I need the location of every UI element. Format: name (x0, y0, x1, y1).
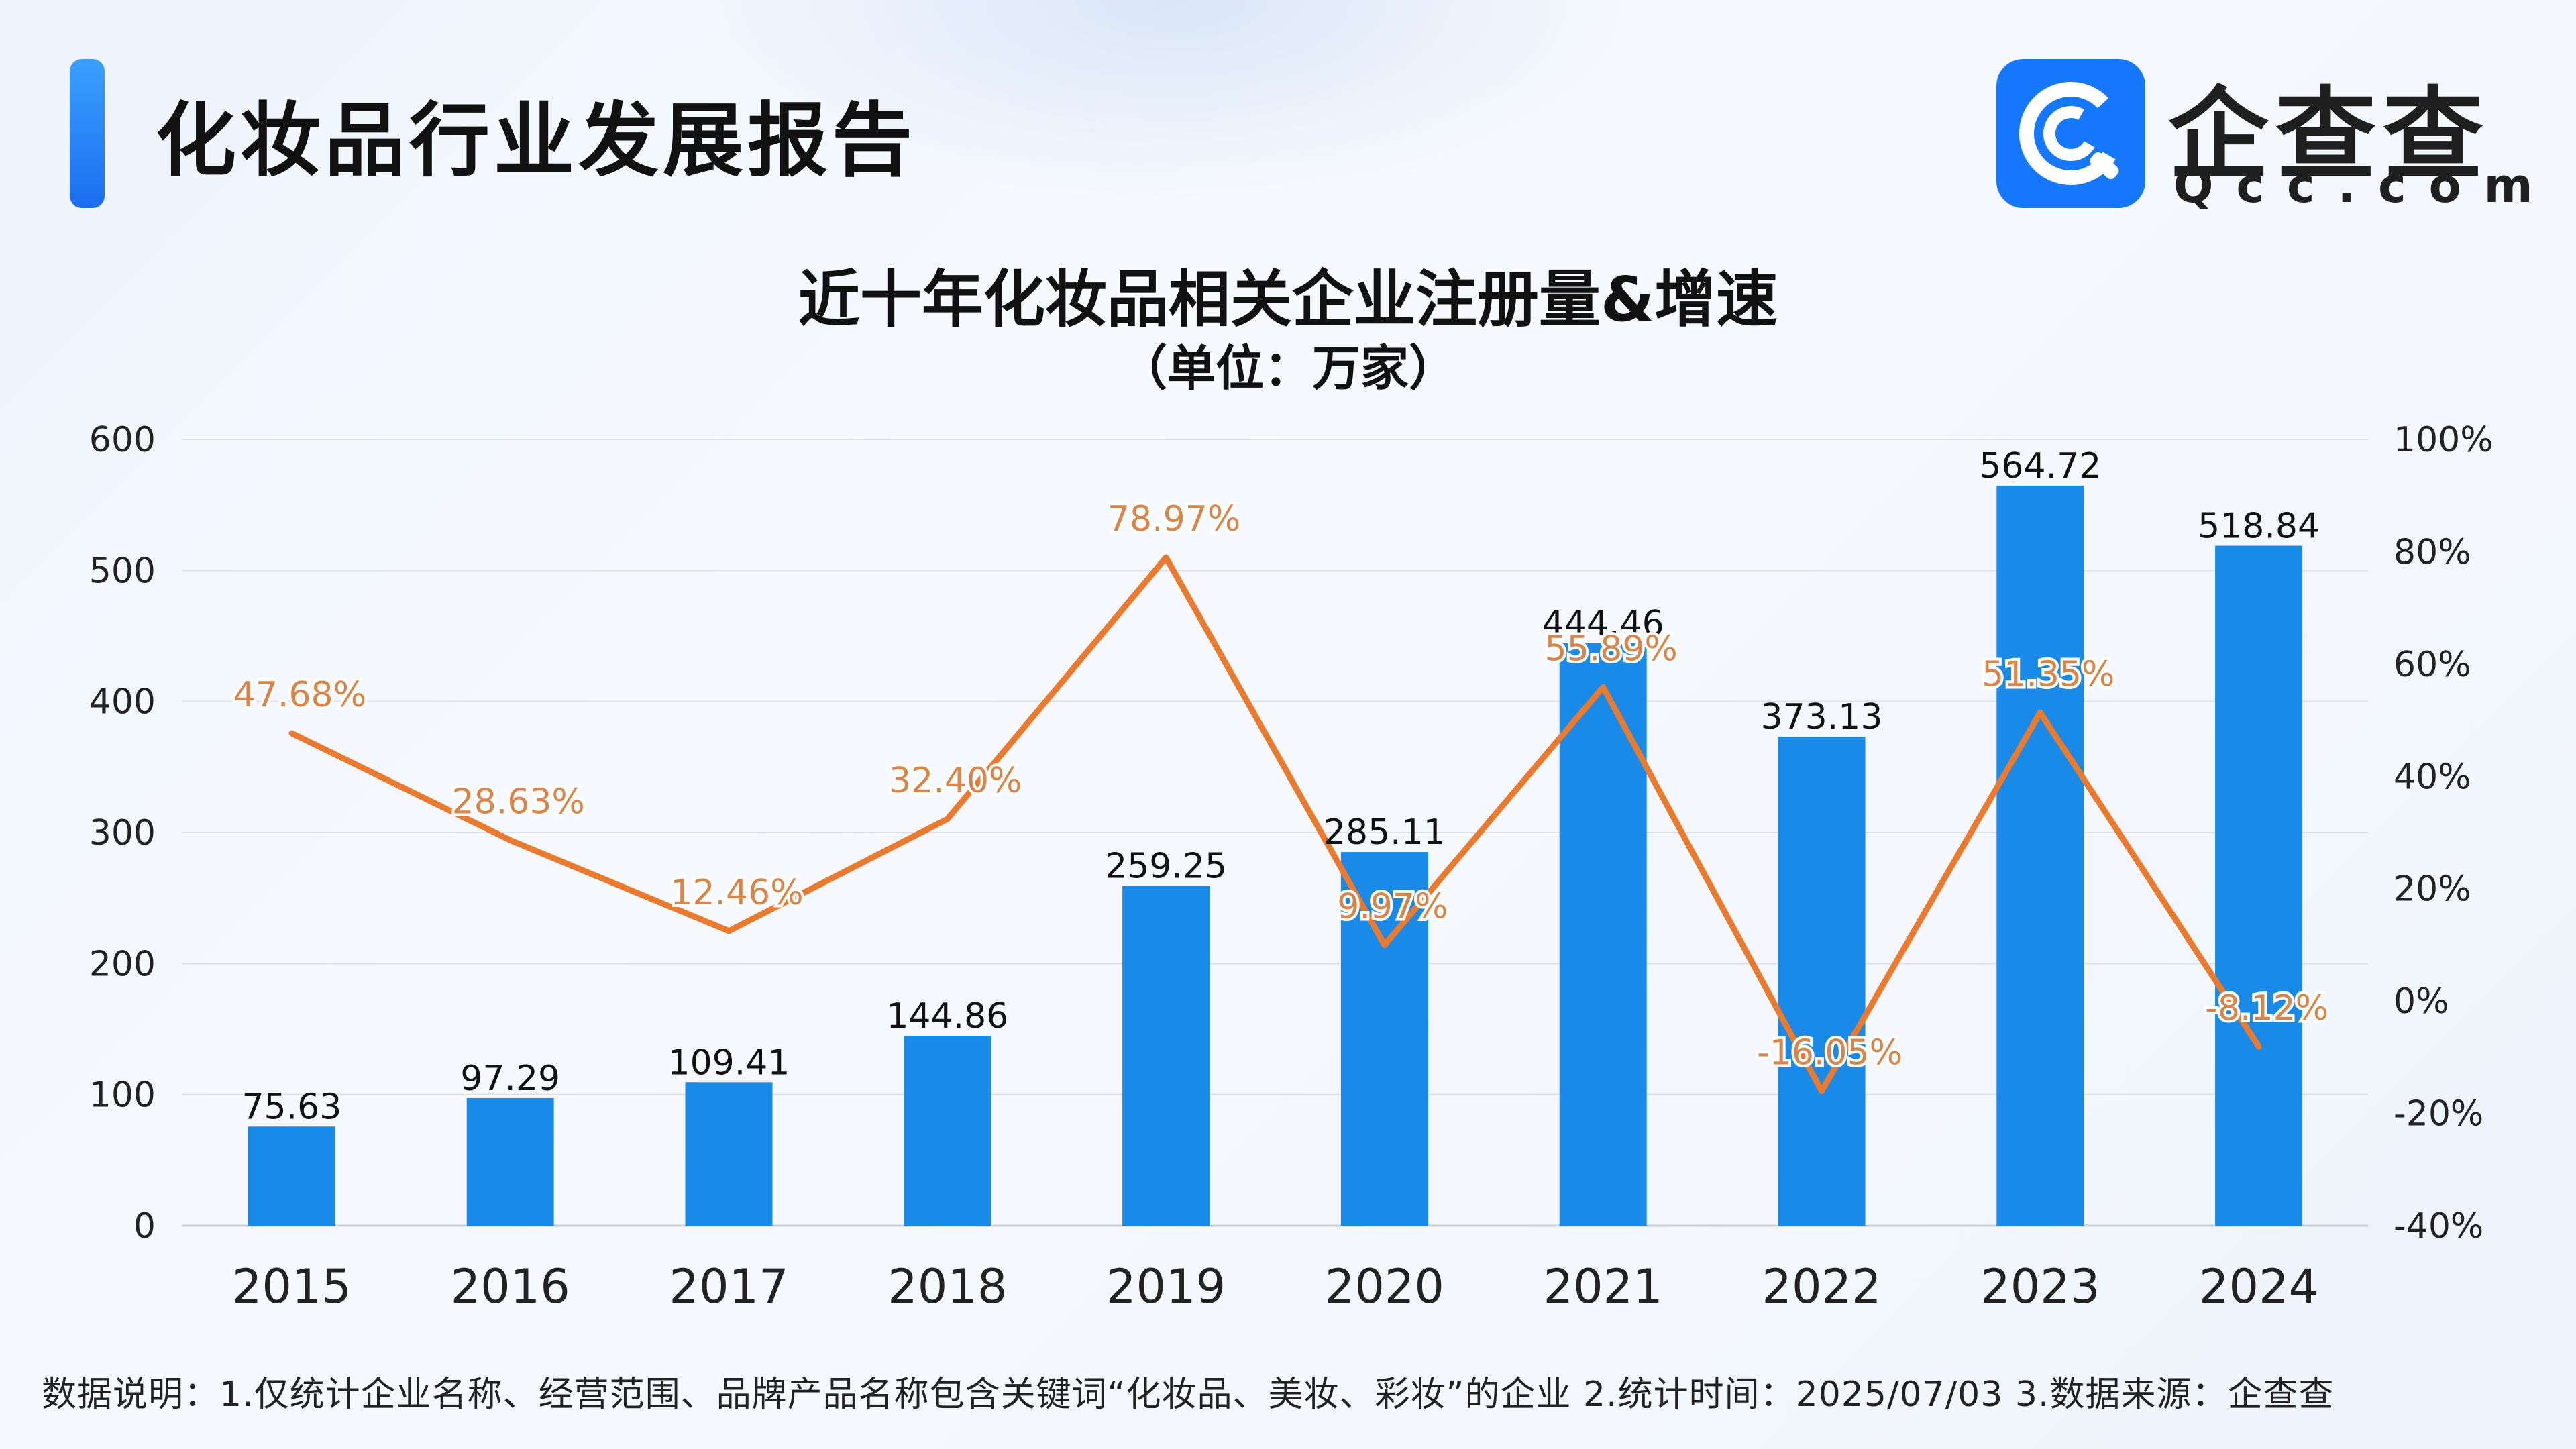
x-axis-tick-label: 2021 (1544, 1259, 1663, 1314)
growth-rate-point (726, 928, 732, 934)
bar-value-label: 285.11 (1324, 812, 1446, 853)
right-axis-tick-label: 40% (2394, 757, 2471, 797)
growth-rate-label: 55.89% (1545, 629, 1678, 669)
x-axis-tick-label: 2016 (451, 1259, 570, 1314)
qcc-logo-icon (1996, 59, 2145, 208)
x-axis-tick-label: 2015 (232, 1259, 352, 1314)
right-axis-tick-label: 80% (2394, 532, 2471, 572)
bar (1778, 737, 1866, 1226)
right-axis-tick-label: 20% (2394, 869, 2471, 910)
logo-text: 企查查 (2168, 77, 2491, 194)
chart-title: 近十年化妆品相关企业注册量&增速 (798, 264, 1778, 335)
left-axis-tick-label: 300 (89, 813, 156, 853)
growth-rate-label: 78.97% (1108, 499, 1240, 539)
x-axis-tick-label: 2017 (669, 1259, 788, 1314)
growth-rate-point (2256, 1044, 2262, 1050)
left-axis-tick-label: 400 (89, 682, 156, 722)
right-axis-tick-label: 60% (2394, 645, 2471, 685)
growth-rate-point (288, 730, 294, 736)
right-axis-tick-label: 100% (2394, 420, 2493, 460)
left-axis-tick-label: 200 (89, 944, 156, 984)
growth-rate-point (507, 837, 513, 843)
left-axis-tick-label: 500 (89, 551, 156, 591)
chart-subtitle: （单位：万家） (1118, 340, 1457, 396)
bar-value-label: 259.25 (1105, 847, 1227, 887)
growth-rate-label: 32.40% (889, 761, 1022, 801)
growth-rate-label: -16.05% (1757, 1033, 1902, 1073)
growth-rate-label: 47.68% (233, 675, 366, 715)
bar (1996, 485, 2084, 1226)
bar-value-label: 518.84 (2198, 506, 2320, 547)
x-axis-tick-label: 2018 (888, 1259, 1007, 1314)
growth-rate-point (2037, 710, 2043, 716)
bar (1559, 643, 1647, 1226)
page-title: 化妆品行业发展报告 (156, 95, 916, 188)
growth-rate-line (288, 554, 2262, 1095)
bar-value-label: 97.29 (460, 1059, 560, 1099)
bar (685, 1082, 773, 1226)
right-axis-tick-label: -40% (2394, 1206, 2483, 1246)
bar-value-label: 444.46 (1542, 604, 1664, 644)
bar (466, 1097, 554, 1226)
growth-rate-label: -8.12% (2205, 988, 2328, 1028)
right-axis-tick-label: -20% (2394, 1094, 2483, 1134)
left-axis-tick-label: 600 (89, 420, 156, 460)
growth-rate-label: 9.97% (1337, 887, 1448, 927)
x-axis-tick-label: 2022 (1762, 1259, 1881, 1314)
growth-rate-point (945, 816, 951, 822)
bar (904, 1036, 991, 1226)
x-axis-tick-label: 2023 (1980, 1259, 2100, 1314)
growth-rate-label: 51.35% (1982, 654, 2114, 694)
bar-value-label: 109.41 (668, 1042, 790, 1083)
x-axis-tick-label: 2019 (1106, 1259, 1226, 1314)
growth-rate-label: 28.63% (452, 782, 585, 822)
footnote: 数据说明：1.仅统计企业名称、经营范围、品牌产品名称包含关键词“化妆品、美妆、彩… (42, 1375, 2334, 1415)
growth-rate-point (1600, 684, 1606, 690)
x-axis-tick-label: 2024 (2199, 1259, 2318, 1314)
growth-rate-point (1381, 942, 1387, 948)
bar-value-label: 564.72 (1979, 446, 2101, 486)
bar-value-label: 75.63 (241, 1087, 341, 1127)
growth-rate-point (1163, 555, 1169, 561)
bar (248, 1126, 335, 1226)
header-accent-bar (70, 59, 105, 208)
bar-value-label: 373.13 (1761, 697, 1883, 737)
bar (1122, 885, 1210, 1226)
bar-value-label: 144.86 (886, 996, 1008, 1036)
bar (2215, 545, 2303, 1226)
left-axis-tick-label: 100 (89, 1075, 156, 1116)
logo-domain: Qcc.com (2174, 158, 2556, 213)
x-axis-tick-label: 2020 (1325, 1259, 1444, 1314)
right-axis-tick-label: 0% (2394, 981, 2449, 1022)
growth-rate-label: 12.46% (670, 873, 803, 913)
growth-rate-point (1819, 1088, 1825, 1094)
left-axis-tick-label: 0 (133, 1206, 156, 1246)
